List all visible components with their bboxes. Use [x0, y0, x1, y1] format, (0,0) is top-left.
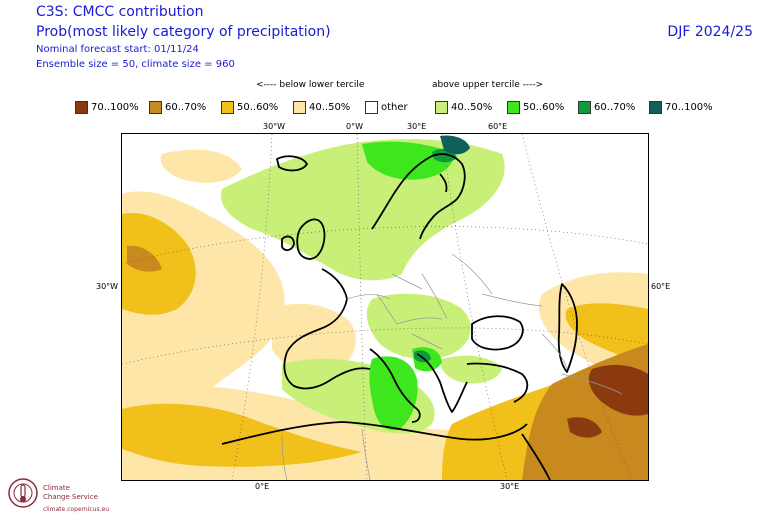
chart-subtitle: Prob(most likely category of precipitati…: [36, 24, 331, 40]
axis-label-top-60e: 60°E: [488, 122, 508, 131]
region-below-70-100-arabia: [567, 417, 602, 438]
map-svg: [122, 134, 648, 480]
region-below-50-60-north-africa: [122, 403, 362, 467]
logo-url: climate.copernicus.eu: [43, 506, 110, 513]
legend-label: 50..60%: [237, 101, 279, 113]
region-above-40-50-turkey: [441, 355, 502, 384]
axis-label-bottom-0e: 0°E: [255, 482, 270, 491]
precipitation-map: [121, 133, 649, 481]
region-below-70-100-iran: [588, 364, 648, 416]
legend-item-other: other: [365, 100, 408, 114]
forecast-start-text: Nominal forecast start: 01/11/24: [36, 44, 199, 55]
legend-item-below-50-60: 50..60%: [221, 100, 278, 114]
region-above-70-100-finland: [440, 135, 470, 155]
legend-swatch: [649, 100, 662, 114]
axis-label-top-0w: 0°W: [346, 122, 363, 131]
legend-swatch: [507, 100, 520, 114]
legend-label: 60..70%: [165, 101, 207, 113]
region-above-50-60-scandinavia: [362, 141, 453, 180]
legend-swatch: [75, 100, 88, 114]
coastlines: [221, 153, 578, 480]
legend-swatch: [293, 100, 306, 114]
legend-label: 40..50%: [451, 101, 493, 113]
axis-label-top-30w: 30°W: [263, 122, 286, 131]
legend-swatch: [365, 100, 378, 114]
region-below-50-60-caspian: [565, 303, 648, 364]
legend-item-below-40-50: 40..50%: [293, 100, 350, 114]
legend-label: 60..70%: [594, 101, 636, 113]
copernicus-logo-icon: [8, 478, 38, 508]
axis-label-top-30e: 30°E: [407, 122, 427, 131]
region-above-60-70-adriatic: [414, 350, 431, 363]
chart-title: C3S: CMCC contribution: [36, 4, 204, 20]
legend-label: 70..100%: [665, 101, 713, 113]
legend-swatch: [578, 100, 591, 114]
legend-item-below-60-70: 60..70%: [149, 100, 206, 114]
axis-label-left-30w: 30°W: [96, 282, 119, 291]
below-lower-tercile-label: <---- below lower tercile: [256, 80, 365, 90]
region-above-40-50-central: [366, 293, 471, 360]
axis-label-bottom-30e: 30°E: [500, 482, 520, 491]
ensemble-size-text: Ensemble size = 50, climate size = 960: [36, 59, 235, 70]
legend-item-below-70-100: 70..100%: [75, 100, 139, 114]
axis-label-right-60e: 60°E: [651, 282, 671, 291]
region-below-40-50-north-atlantic: [160, 149, 242, 183]
legend-label: 50..60%: [523, 101, 565, 113]
above-upper-tercile-label: above upper tercile ---->: [432, 80, 544, 90]
legend-item-above-70-100: 70..100%: [649, 100, 713, 114]
country-borders: [281, 253, 623, 480]
legend-item-above-60-70: 60..70%: [578, 100, 635, 114]
legend-item-above-50-60: 50..60%: [507, 100, 564, 114]
logo-text-change-service: Change Service: [43, 493, 98, 501]
region-below-60-70-atlantic-west: [127, 245, 162, 272]
legend-swatch: [435, 100, 448, 114]
legend-swatch: [149, 100, 162, 114]
legend-label: 40..50%: [309, 101, 351, 113]
season-label: DJF 2024/25: [667, 24, 753, 40]
logo-text-climate: Climate: [43, 484, 70, 492]
legend-swatch: [221, 100, 234, 114]
legend-item-above-40-50: 40..50%: [435, 100, 492, 114]
legend-label: 70..100%: [91, 101, 139, 113]
region-above-50-60-italy: [369, 356, 418, 431]
legend-label: other: [381, 101, 408, 113]
